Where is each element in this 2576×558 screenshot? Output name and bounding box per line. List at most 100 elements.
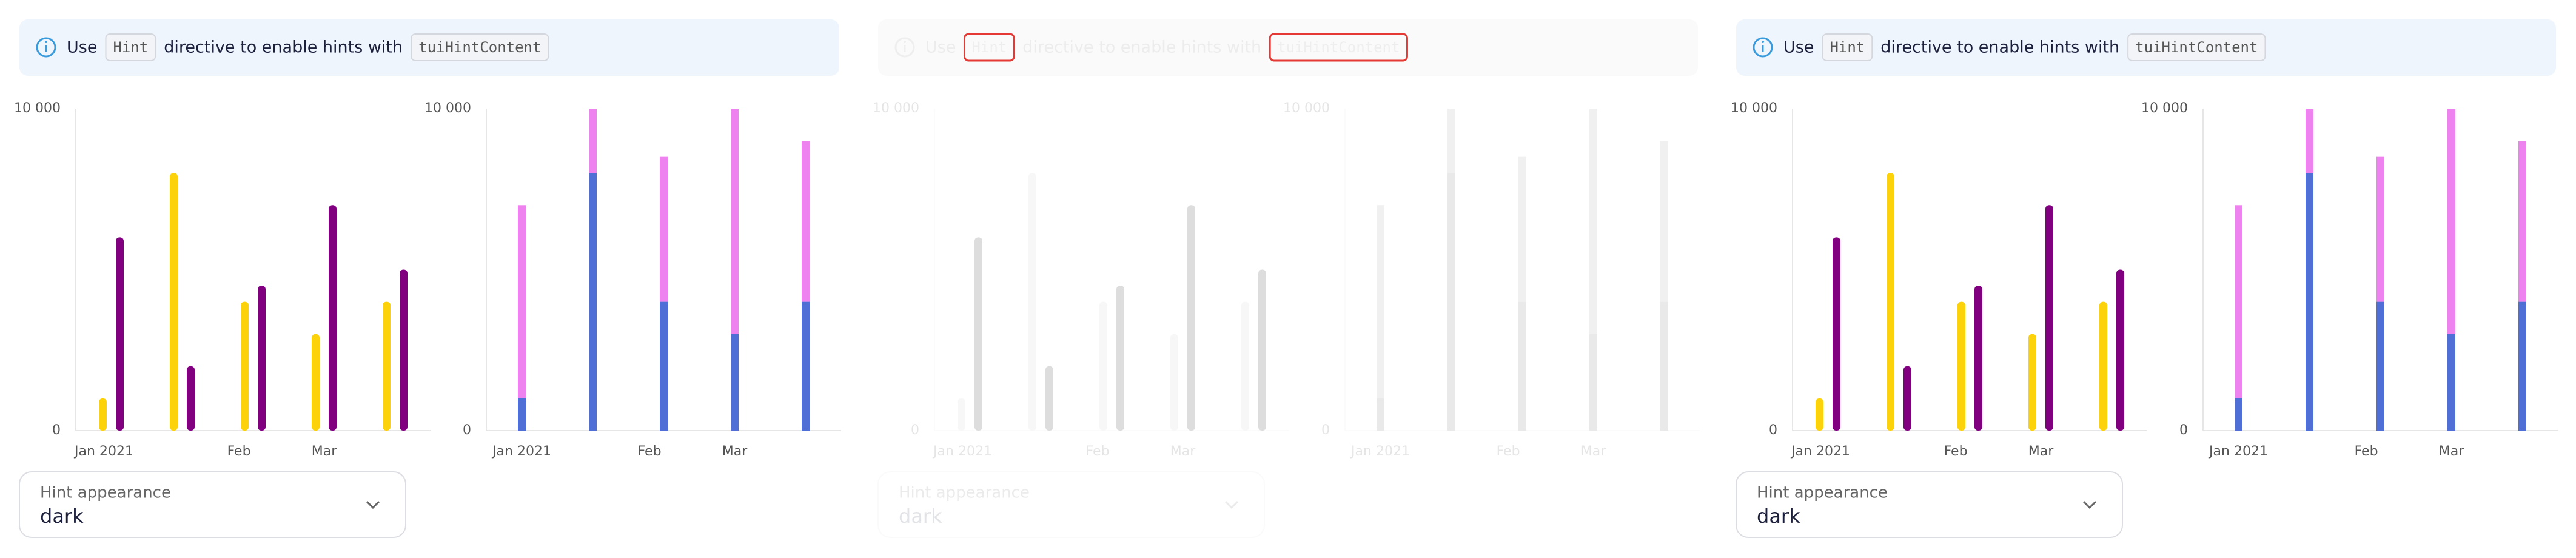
- info-icon: [1753, 37, 1773, 58]
- bar: [187, 366, 195, 431]
- select-value: dark: [1757, 505, 1800, 528]
- y-tick-label: 0: [1321, 423, 1330, 438]
- chevron: [366, 500, 380, 509]
- code-box: [105, 33, 156, 61]
- info-icon: [894, 37, 915, 58]
- bar: [1957, 301, 1965, 431]
- banner-text: directive to enable hints with: [164, 38, 403, 57]
- x-tick-label: Jan 2021: [932, 444, 992, 459]
- bar: [1241, 301, 1249, 431]
- code-box: [963, 33, 1015, 62]
- bar: [1903, 366, 1911, 431]
- hint-banner: Use Hint directive to enable hints with tui…: [878, 19, 1698, 76]
- banner-text: directive to enable hints with: [1022, 38, 1261, 57]
- code-box: [2127, 33, 2266, 61]
- x-tick-label: Mar: [1581, 444, 1606, 459]
- bar-segment: [2235, 205, 2242, 398]
- bar: [1833, 237, 1840, 431]
- x-tick-label: Jan 2021: [1790, 444, 1850, 459]
- code-text: Hint: [971, 39, 1007, 56]
- x-tick-label: Feb: [1944, 444, 1968, 459]
- bar-segment: [2376, 301, 2384, 431]
- code-box: [1269, 33, 1408, 62]
- select-box: [19, 471, 406, 538]
- x-tick-label: Jan 2021: [73, 444, 133, 459]
- bar-segment: [2518, 301, 2526, 431]
- bar: [1974, 286, 1982, 431]
- select-value: dark: [40, 505, 84, 528]
- panel: Use Hint directive to enable hints with tui…: [14, 19, 841, 538]
- code-text: tuiHintContent: [418, 39, 541, 56]
- x-tick-label: Feb: [2355, 444, 2378, 459]
- select[interactable]: Hint appearance dark: [1736, 471, 2123, 538]
- panel: Use Hint directive to enable hints with tui…: [873, 19, 1700, 538]
- bar: [2028, 334, 2036, 431]
- code-text: Hint: [113, 39, 148, 56]
- y-tick-label: 0: [463, 423, 471, 438]
- y-tick-label: 10 000: [1731, 101, 1777, 116]
- x-tick-label: Mar: [312, 444, 337, 459]
- x-tick-label: Feb: [638, 444, 662, 459]
- bar-segment: [1447, 173, 1455, 431]
- chart: 0 10 000 Jan 2021 Feb Mar: [14, 101, 431, 459]
- x-tick-label: Mar: [2439, 444, 2464, 459]
- y-tick-label: 0: [52, 423, 61, 438]
- x-tick-label: Jan 2021: [1350, 444, 1410, 459]
- bar: [258, 286, 266, 431]
- y-tick-label: 10 000: [1283, 101, 1330, 116]
- banner-text: directive to enable hints with: [1880, 38, 2119, 57]
- select[interactable]: Hint appearance dark: [877, 471, 1265, 538]
- bar-segment: [518, 205, 526, 398]
- bar: [1187, 205, 1195, 431]
- select-label: Hint appearance: [899, 484, 1030, 502]
- select-label: Hint appearance: [1757, 484, 1888, 502]
- y-tick-label: 0: [911, 423, 919, 438]
- x-tick-label: Mar: [722, 444, 748, 459]
- panel: Use Hint directive to enable hints with tui…: [1731, 19, 2558, 538]
- select-box: [1736, 471, 2123, 538]
- bar: [1099, 301, 1107, 431]
- banner-text: Use: [925, 38, 956, 57]
- bar: [1045, 366, 1053, 431]
- chevron: [1224, 500, 1239, 509]
- bar: [99, 398, 107, 431]
- bar: [116, 237, 124, 431]
- chevron: [2082, 500, 2097, 509]
- bar-segment: [660, 301, 668, 431]
- bar-segment: [518, 398, 526, 431]
- banner-text: Use: [1783, 38, 1814, 57]
- code-text: tuiHintContent: [2135, 39, 2258, 56]
- code-text: Hint: [1830, 39, 1865, 56]
- bar-segment: [2376, 156, 2384, 302]
- x-tick-label: Jan 2021: [491, 444, 551, 459]
- select[interactable]: Hint appearance dark: [19, 471, 406, 538]
- chart: 0 10 000 Jan 2021 Feb Mar: [873, 101, 1289, 459]
- bar-segment: [2518, 141, 2526, 302]
- bar: [2045, 205, 2053, 431]
- chart: 0 10 000 Jan 2021 Feb Mar: [2141, 101, 2558, 459]
- hint-banner: Use Hint directive to enable hints with tui…: [19, 19, 839, 76]
- bar-segment: [2306, 173, 2313, 431]
- y-tick-label: 0: [2179, 423, 2188, 438]
- bar-segment: [731, 109, 739, 334]
- bar-segment: [589, 173, 597, 431]
- bar-segment: [802, 141, 810, 302]
- bar-segment: [1660, 301, 1668, 431]
- y-tick-label: 0: [1769, 423, 1777, 438]
- bar: [958, 398, 965, 431]
- banner-text: Use: [67, 38, 97, 57]
- chart: 0 10 000 Jan 2021 Feb Mar: [1731, 101, 2147, 459]
- bar-segment: [1589, 334, 1597, 431]
- bar-segment: [1377, 398, 1384, 431]
- bar: [1887, 173, 1894, 431]
- bar: [1258, 269, 1266, 431]
- bar: [400, 269, 408, 431]
- bar: [312, 334, 320, 431]
- select-value: dark: [899, 505, 942, 528]
- select-label: Hint appearance: [40, 484, 171, 502]
- bar-segment: [2306, 109, 2313, 173]
- bar-segment: [1589, 109, 1597, 334]
- info-icon-dot: [904, 41, 906, 43]
- bar-segment: [1377, 205, 1384, 398]
